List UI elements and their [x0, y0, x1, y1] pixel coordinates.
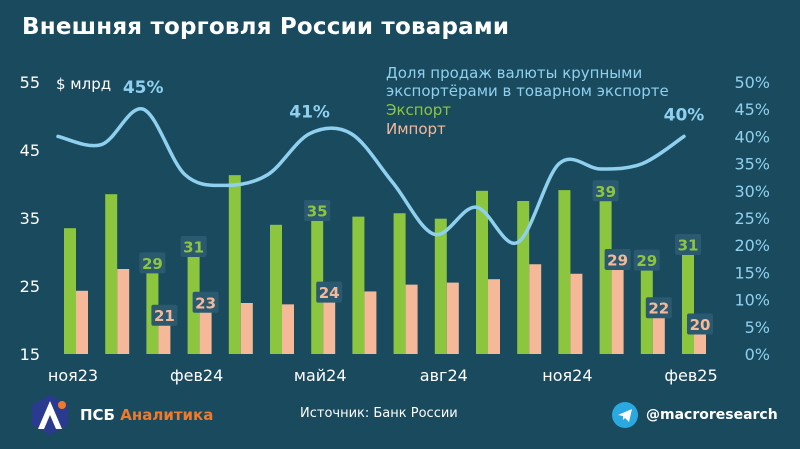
legend-line-1: Доля продаж валюты крупными: [386, 64, 642, 82]
import-bar: [405, 284, 418, 354]
legend-line-2: экспортёрами в товарном экспорте: [386, 82, 669, 100]
import-bar: [199, 300, 212, 354]
import-label-bg: [604, 248, 631, 270]
export-value-label: 29: [636, 252, 657, 270]
export-bar: [599, 188, 612, 354]
share-value-label: 45%: [123, 78, 164, 98]
import-label-bg: [151, 304, 178, 326]
y-right-tick: 0%: [745, 345, 770, 364]
export-bar: [352, 216, 365, 354]
x-tick-label: ноя24: [542, 366, 592, 385]
source-note: Источник: Банк России: [300, 406, 458, 421]
y-right-tick: 45%: [734, 100, 770, 119]
y-left-tick: 25: [20, 277, 40, 296]
export-bar: [476, 190, 488, 354]
import-bar: [76, 290, 88, 354]
x-tick-label: фев25: [664, 366, 717, 385]
y-right-tick: 30%: [734, 182, 770, 201]
export-bar: [517, 201, 530, 354]
export-label-bg: [592, 180, 619, 202]
export-label-bg: [633, 249, 660, 271]
share-value-label: 40%: [664, 105, 705, 125]
import-bar: [570, 273, 583, 354]
legend-export: Экспорт: [386, 101, 451, 119]
brand-block[interactable]: ПСБ Аналитика: [30, 393, 220, 439]
y-right-tick: 35%: [734, 155, 770, 174]
export-value-label: 31: [678, 236, 699, 254]
brand-logo-icon: [32, 395, 68, 435]
export-value-label: 39: [595, 183, 616, 201]
export-bar: [270, 224, 282, 354]
y-left-tick: 35: [20, 209, 40, 228]
y-right-tick: 50%: [734, 73, 770, 92]
export-value-label: 31: [183, 239, 204, 257]
x-tick-label: авг24: [420, 366, 468, 385]
y-right-tick: 10%: [734, 291, 770, 310]
telegram-icon: [612, 402, 638, 428]
import-value-label: 21: [154, 307, 175, 325]
export-label-bg: [304, 199, 331, 221]
import-bar: [446, 282, 459, 354]
x-tick-label: май24: [294, 366, 347, 385]
share-line: [56, 107, 686, 245]
y-left-tick: 15: [20, 345, 40, 364]
import-bar: [364, 291, 377, 354]
y-right-tick: 25%: [734, 209, 770, 228]
import-value-label: 20: [690, 316, 711, 334]
import-bar: [529, 264, 542, 354]
y-right-tick: 5%: [745, 318, 770, 337]
import-value-label: 24: [319, 284, 340, 302]
page-title: Внешняя торговля России товарами: [22, 14, 510, 40]
brand-name-main: ПСБ: [80, 406, 115, 424]
y-left-tick: 45: [20, 141, 40, 160]
import-bar: [240, 303, 253, 354]
export-label-bg: [675, 233, 701, 255]
x-tick-label: фев24: [170, 366, 223, 385]
y-right-tick: 20%: [734, 236, 770, 255]
telegram-handle: @macroresearch: [646, 407, 778, 423]
export-bar: [228, 175, 241, 354]
export-bar: [393, 213, 406, 354]
y-left-tick: 55: [20, 73, 40, 92]
export-bar: [558, 190, 571, 354]
brand-name: ПСБ Аналитика: [80, 406, 213, 424]
import-label-bg: [645, 297, 672, 319]
export-bar: [64, 228, 76, 354]
x-tick-label: ноя23: [48, 366, 98, 385]
share-value-label: 41%: [289, 103, 330, 123]
import-label-bg: [316, 281, 343, 303]
telegram-link[interactable]: @macroresearch: [612, 400, 778, 430]
import-label-bg: [192, 291, 219, 313]
import-bar: [488, 279, 500, 354]
export-value-label: 29: [142, 255, 163, 273]
export-bar: [105, 194, 118, 354]
export-bar: [434, 218, 447, 354]
export-bar: [311, 208, 324, 354]
export-bar: [682, 242, 694, 354]
import-bar: [117, 269, 130, 354]
brand-name-accent: Аналитика: [120, 406, 214, 424]
import-bar: [323, 290, 336, 354]
y-unit-label: $ млрд: [56, 75, 111, 93]
y-right-tick: 40%: [734, 127, 770, 146]
legend-import: Импорт: [386, 120, 446, 138]
import-bar: [282, 304, 294, 354]
import-value-label: 29: [607, 251, 628, 269]
import-label-bg: [687, 313, 713, 335]
y-right-tick: 15%: [734, 263, 770, 282]
import-bar: [611, 257, 624, 354]
import-value-label: 23: [195, 294, 216, 312]
import-value-label: 22: [648, 300, 669, 318]
export-value-label: 35: [307, 202, 328, 220]
export-label-bg: [180, 236, 207, 258]
export-label-bg: [139, 252, 166, 274]
